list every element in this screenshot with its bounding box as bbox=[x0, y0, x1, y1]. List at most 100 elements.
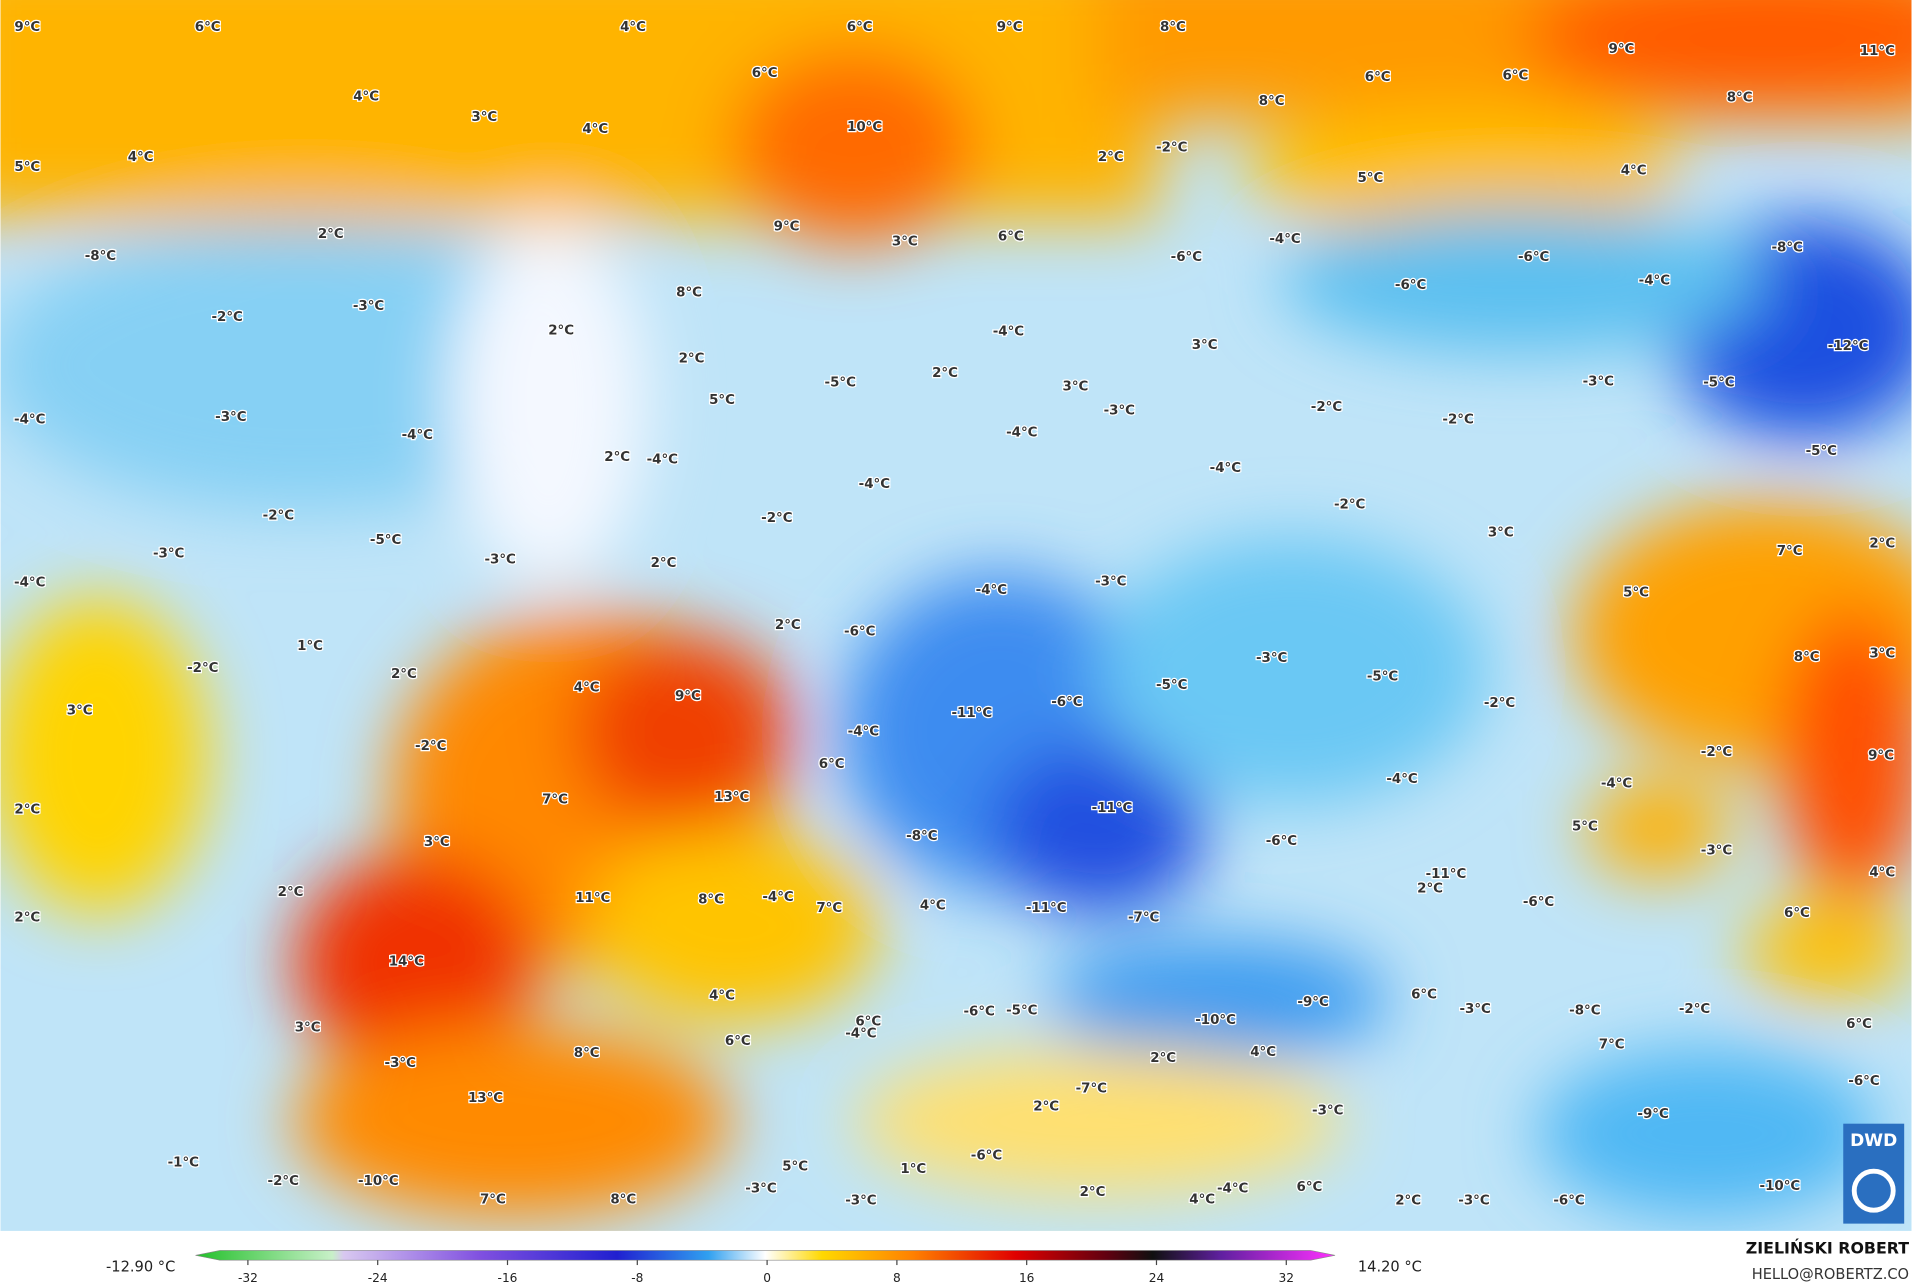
temp-label: -4°C bbox=[647, 452, 678, 467]
temp-label: 3°C bbox=[424, 835, 450, 850]
temp-label: 6°C bbox=[1297, 1180, 1323, 1195]
colorbar-tick-label: -24 bbox=[368, 1271, 388, 1285]
temp-label: -2°C bbox=[187, 661, 218, 676]
temp-label: -2°C bbox=[1679, 1002, 1710, 1017]
temp-label: -9°C bbox=[1637, 1107, 1668, 1122]
temp-label: -6°C bbox=[963, 1005, 994, 1020]
logo-text: DWD bbox=[1850, 1131, 1897, 1151]
temp-label: -10°C bbox=[358, 1174, 399, 1189]
temp-label: -4°C bbox=[1210, 461, 1241, 476]
colorbar-tick-label: -16 bbox=[498, 1271, 518, 1285]
temp-label: 11°C bbox=[575, 891, 610, 906]
temp-label: 1°C bbox=[900, 1162, 926, 1177]
temp-label: 6°C bbox=[1784, 906, 1810, 921]
temp-label: -3°C bbox=[1312, 1103, 1343, 1118]
temp-label: 8°C bbox=[1259, 94, 1285, 109]
temp-label: -2°C bbox=[1334, 498, 1365, 513]
temp-label: -5°C bbox=[1006, 1003, 1037, 1018]
temp-label: 4°C bbox=[353, 89, 379, 104]
temp-label: -3°C bbox=[1458, 1193, 1489, 1208]
temp-label: 6°C bbox=[998, 229, 1024, 244]
temp-label: -2°C bbox=[1484, 696, 1515, 711]
temp-label: 3°C bbox=[471, 110, 497, 125]
temp-label: -3°C bbox=[153, 546, 184, 561]
temp-label: -4°C bbox=[859, 477, 890, 492]
temp-label: 6°C bbox=[847, 20, 873, 35]
temp-label: -3°C bbox=[845, 1193, 876, 1208]
temp-label: 4°C bbox=[1189, 1192, 1215, 1207]
temp-label: 7°C bbox=[1777, 544, 1803, 559]
temp-label: 4°C bbox=[128, 150, 154, 165]
temp-label: -6°C bbox=[1553, 1193, 1584, 1208]
temp-label: -3°C bbox=[484, 552, 515, 567]
temp-label: 8°C bbox=[1160, 20, 1186, 35]
temp-label: 2°C bbox=[651, 556, 677, 571]
temp-label: 2°C bbox=[1150, 1051, 1176, 1066]
temp-label: 5°C bbox=[1357, 171, 1383, 186]
temp-label: 9°C bbox=[1868, 749, 1894, 764]
temp-label: 2°C bbox=[548, 323, 574, 338]
author: ZIELIŃSKI ROBERT bbox=[1746, 1239, 1909, 1258]
colorbar-tick-label: 8 bbox=[893, 1271, 901, 1285]
temp-label: 5°C bbox=[1572, 819, 1598, 834]
temp-label: -4°C bbox=[976, 583, 1007, 598]
temp-label: -6°C bbox=[1051, 695, 1082, 710]
temp-label: -3°C bbox=[215, 410, 246, 425]
temp-label: -4°C bbox=[1006, 426, 1037, 441]
temp-label: 8°C bbox=[1727, 91, 1753, 106]
temp-label: 2°C bbox=[1395, 1193, 1421, 1208]
dwd-logo-mark bbox=[1851, 1168, 1896, 1213]
temp-label: -6°C bbox=[1848, 1074, 1879, 1089]
temperature-labels: 9°C 6°C 4°C 6°C 9°C 8°C 9°C 11°C 6°C 6°C 6°C 4°C 3°C… bbox=[13, 19, 1897, 1210]
temp-label: 2°C bbox=[932, 366, 958, 381]
temp-label: 3°C bbox=[1192, 338, 1218, 353]
temp-label: -4°C bbox=[14, 412, 45, 427]
temp-label: 13°C bbox=[468, 1091, 503, 1106]
temp-label: -6°C bbox=[971, 1148, 1002, 1163]
temp-label: 2°C bbox=[604, 450, 630, 465]
temp-label: 3°C bbox=[1488, 526, 1514, 541]
temp-label: -6°C bbox=[1395, 278, 1426, 293]
temp-label: 2°C bbox=[1033, 1100, 1059, 1115]
temp-label: 2°C bbox=[775, 618, 801, 633]
temp-label: -4°C bbox=[402, 428, 433, 443]
temp-label: 8°C bbox=[574, 1046, 600, 1061]
temp-label: 6°C bbox=[725, 1034, 751, 1049]
temp-label: -4°C bbox=[1386, 772, 1417, 787]
temp-label: 3°C bbox=[67, 704, 93, 719]
temp-label: -3°C bbox=[1256, 651, 1287, 666]
temp-label: 2°C bbox=[278, 885, 304, 900]
temp-label: -2°C bbox=[1311, 400, 1342, 415]
temp-label: 9°C bbox=[774, 220, 800, 235]
temp-label: 4°C bbox=[920, 899, 946, 914]
temp-label: -6°C bbox=[844, 624, 875, 639]
temp-label: 8°C bbox=[1794, 650, 1820, 665]
temp-label: 9°C bbox=[1609, 42, 1635, 57]
colorbar-tick-label: 16 bbox=[1019, 1271, 1034, 1285]
temp-label: -11°C bbox=[951, 706, 992, 721]
temp-label: 5°C bbox=[782, 1159, 808, 1174]
temp-label: 10°C bbox=[847, 120, 882, 135]
temp-label: -4°C bbox=[762, 890, 793, 905]
temp-label: -6°C bbox=[1171, 250, 1202, 265]
temp-label: 4°C bbox=[709, 989, 735, 1004]
temp-label: -6°C bbox=[1523, 895, 1554, 910]
temp-label: -5°C bbox=[1703, 376, 1734, 391]
temp-label: 2°C bbox=[1080, 1185, 1106, 1200]
temp-label: 5°C bbox=[709, 393, 735, 408]
temp-label: -10°C bbox=[1760, 1179, 1801, 1194]
temp-label: 3°C bbox=[892, 234, 918, 249]
temp-label: -11°C bbox=[1092, 801, 1133, 816]
colorbar bbox=[195, 1250, 1336, 1261]
temp-label: 6°C bbox=[195, 20, 221, 35]
temp-label: -4°C bbox=[848, 724, 879, 739]
temp-label: 5°C bbox=[14, 160, 40, 175]
temp-label: 2°C bbox=[14, 911, 40, 926]
temp-label: -1°C bbox=[168, 1156, 199, 1171]
temp-label: -3°C bbox=[1104, 404, 1135, 419]
temp-label: -10°C bbox=[1195, 1013, 1236, 1028]
temp-label: -6°C bbox=[1518, 250, 1549, 265]
temp-label: -5°C bbox=[1367, 669, 1398, 684]
temp-label: -8°C bbox=[1771, 240, 1802, 255]
temp-label: 4°C bbox=[1621, 164, 1647, 179]
